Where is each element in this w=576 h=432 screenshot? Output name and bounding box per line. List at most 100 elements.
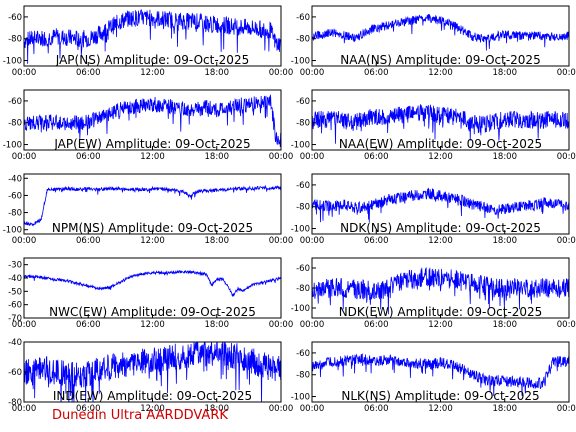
chart-title: IND(EW) Amplitude: 09-Oct-2025 (53, 389, 252, 403)
x-tick-label: 18:00 (205, 68, 230, 78)
y-tick-label: -100 (291, 141, 310, 151)
chart-title: NDK(NS) Amplitude: 09-Oct-2025 (340, 221, 541, 235)
x-tick-label: 06:00 (364, 320, 389, 330)
y-tick-label: -80 (296, 371, 310, 381)
y-tick-label: -80 (296, 203, 310, 213)
y-tick-label: -50 (8, 287, 22, 297)
x-tick-label: 00:00 (12, 404, 37, 414)
panel-8: -80 -60 -40 00:00 06:00 12:00 18:00 00:00 IND(EW… (8, 338, 293, 414)
series-line (24, 184, 281, 227)
chart-title: JAP(EW) Amplitude: 09-Oct-2025 (53, 137, 250, 151)
y-tick-label: -40 (8, 338, 22, 348)
x-tick-label: 00:00 (12, 68, 37, 78)
x-tick-label: 00:00 (557, 152, 576, 162)
panel-3: -100 -80 -60 00:00 06:00 12:00 18:00 00:00 NAA(E… (291, 89, 576, 162)
x-tick-label: 18:00 (205, 152, 230, 162)
y-tick-label: -60 (8, 301, 22, 311)
y-tick-label: -100 (3, 141, 22, 151)
y-tick-label: -100 (291, 57, 310, 67)
x-tick-label: 18:00 (205, 404, 230, 414)
x-tick-label: 18:00 (493, 152, 518, 162)
y-tick-label: -60 (296, 97, 310, 107)
x-tick-label: 12:00 (140, 320, 165, 330)
x-tick-label: 00:00 (557, 320, 576, 330)
y-tick-label: -70 (8, 314, 22, 324)
x-tick-label: 00:00 (300, 320, 325, 330)
x-tick-label: 12:00 (140, 404, 165, 414)
credit-label: Dunedin Ultra AARDDVARK (52, 408, 228, 423)
y-tick-label: -30 (8, 261, 22, 271)
x-tick-label: 00:00 (557, 68, 576, 78)
series-line (24, 94, 281, 147)
series-line (312, 267, 569, 315)
y-tick-label: -100 (291, 393, 310, 403)
x-tick-label: 18:00 (205, 320, 230, 330)
x-tick-label: 06:00 (76, 68, 101, 78)
x-tick-label: 12:00 (428, 404, 453, 414)
y-tick-label: -60 (8, 368, 22, 378)
x-tick-label: 12:00 (428, 152, 453, 162)
series-line (312, 14, 569, 51)
chart-title: NPM(NS) Amplitude: 09-Oct-2025 (52, 221, 253, 235)
x-tick-label: 06:00 (364, 404, 389, 414)
x-tick-label: 06:00 (364, 236, 389, 246)
x-tick-label: 06:00 (364, 152, 389, 162)
y-tick-label: -60 (8, 13, 22, 23)
y-tick-label: -40 (8, 174, 22, 184)
x-tick-label: 12:00 (140, 152, 165, 162)
x-tick-label: 00:00 (269, 404, 294, 414)
y-tick-label: -80 (296, 284, 310, 294)
y-tick-label: -100 (3, 57, 22, 67)
series-line (312, 104, 569, 144)
x-tick-label: 00:00 (300, 152, 325, 162)
panel-7: -100 -80 -60 00:00 06:00 12:00 18:00 00:00 NDK(E… (291, 257, 576, 330)
y-tick-label: -80 (8, 35, 22, 45)
chart-title: NAA(NS) Amplitude: 09-Oct-2025 (340, 53, 540, 67)
y-tick-label: -60 (296, 264, 310, 274)
series-line (24, 342, 281, 402)
x-tick-label: 06:00 (364, 68, 389, 78)
y-tick-label: -60 (8, 191, 22, 201)
y-tick-label: -40 (8, 274, 22, 284)
x-tick-label: 12:00 (428, 236, 453, 246)
y-tick-label: -80 (296, 119, 310, 129)
chart-title: NAA(EW) Amplitude: 09-Oct-2025 (339, 137, 542, 151)
x-tick-label: 00:00 (12, 236, 37, 246)
x-tick-label: 18:00 (493, 404, 518, 414)
x-tick-label: 00:00 (12, 152, 37, 162)
y-tick-label: -60 (8, 97, 22, 107)
y-tick-label: -60 (296, 13, 310, 23)
x-tick-label: 00:00 (557, 236, 576, 246)
x-tick-label: 00:00 (269, 152, 294, 162)
x-tick-label: 00:00 (300, 404, 325, 414)
panel-5: -100 -80 -60 00:00 06:00 12:00 18:00 00:00 NDK(N… (291, 173, 576, 246)
series-line (312, 187, 569, 223)
panel-9: -100 -80 -60 00:00 06:00 12:00 18:00 00:00 NLK(N… (291, 341, 576, 414)
x-tick-label: 00:00 (300, 236, 325, 246)
x-tick-label: 00:00 (269, 236, 294, 246)
series-line (24, 269, 281, 298)
x-tick-label: 18:00 (493, 320, 518, 330)
x-tick-label: 06:00 (76, 152, 101, 162)
panel-0: -100 -80 -60 00:00 06:00 12:00 18:00 00:00 JAP(N… (3, 5, 293, 78)
x-tick-label: 00:00 (557, 404, 576, 414)
series-line (24, 9, 281, 64)
x-tick-label: 00:00 (269, 320, 294, 330)
x-tick-label: 06:00 (76, 404, 101, 414)
y-tick-label: -100 (291, 225, 310, 235)
x-tick-label: 12:00 (428, 68, 453, 78)
chart-title: NWC(EW) Amplitude: 09-Oct-2025 (49, 305, 256, 319)
x-tick-label: 12:00 (140, 68, 165, 78)
x-tick-label: 00:00 (12, 320, 37, 330)
x-tick-label: 12:00 (428, 320, 453, 330)
panel-6: -70 -60 -50 -40 -30 00:00 06:00 12:00 18:00 00:00… (8, 257, 294, 330)
y-tick-label: -60 (296, 349, 310, 359)
x-tick-label: 06:00 (76, 320, 101, 330)
x-tick-label: 18:00 (493, 68, 518, 78)
x-tick-label: 18:00 (205, 236, 230, 246)
x-tick-label: 12:00 (140, 236, 165, 246)
panel-4: -100 -80 -60 -40 00:00 06:00 12:00 18:00 00:00 NP… (3, 173, 294, 246)
panel-2: -100 -80 -60 00:00 06:00 12:00 18:00 00:00 JAP(E… (3, 89, 294, 162)
x-tick-label: 18:00 (493, 236, 518, 246)
